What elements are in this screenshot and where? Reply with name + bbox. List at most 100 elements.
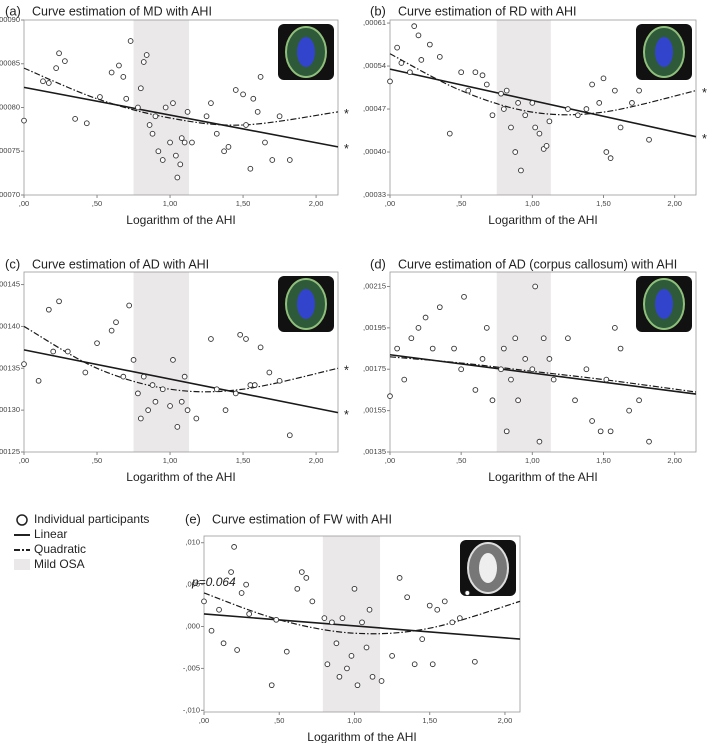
y-tick-label: ,00125 [0,447,20,456]
participant-point [120,373,127,380]
participant-point [508,124,514,131]
participant-point [94,340,100,347]
participant-point [394,345,400,352]
participant-point [189,139,195,146]
participant-point [404,594,410,601]
panel-label: (d) [370,256,386,271]
participant-point [329,619,335,626]
participant-point [243,581,249,588]
y-tick-label: ,00195 [363,323,386,332]
x-tick-label: 1,50 [236,199,251,208]
y-tick-label: ,010 [185,538,200,547]
panel: (e) Curve estimation of FW with AHI -,010 -… [183,511,521,743]
participant-point [612,87,618,94]
y-tick-label: ,00090 [0,15,20,24]
participant-point [123,95,130,102]
participant-point [324,661,331,668]
participant-point [503,87,510,94]
participant-point [167,403,173,409]
participant-point [472,387,479,393]
x-tick-label: 1,00 [163,456,178,465]
participant-point [603,149,610,155]
participant-point [303,575,310,581]
participant-point [232,87,239,93]
panel-title: Curve estimation of RD with AHI [398,4,577,18]
participant-point [472,658,478,665]
y-tick-label: ,00155 [363,406,386,415]
participant-point [607,428,614,435]
y-tick-label: ,000 [185,621,200,630]
participant-point [401,376,408,383]
participant-point [222,407,229,413]
participant-point [276,377,283,384]
participant-point [546,118,553,125]
participant-point [501,345,507,352]
participant-point [321,615,328,621]
participant-point [283,648,290,655]
participant-point [464,590,471,596]
participant-point [162,104,169,111]
participant-point [522,112,529,119]
quadratic-fit [389,53,697,116]
y-tick-label: ,00130 [0,405,20,414]
participant-point [286,157,293,163]
participant-point [629,100,635,106]
participant-point [159,157,166,163]
panel-label: (a) [5,3,21,18]
participant-point [536,438,543,445]
participant-point [472,69,479,76]
participant-point [489,397,496,404]
participant-point [159,386,166,393]
participant-point [565,106,571,112]
participant-point [465,87,472,94]
mild-osa-band [133,272,190,452]
participant-point [173,152,179,159]
participant-point [508,376,514,383]
participant-point [529,100,536,106]
x-tick-label: 1,00 [163,199,178,208]
participant-point [589,81,595,88]
quadratic-fit [203,592,521,635]
participant-point [178,135,185,141]
mild-osa-band [496,272,551,452]
participant-point [152,398,159,405]
participant-point [422,314,429,321]
participant-point [387,393,393,399]
participant-point [369,673,376,680]
participant-point [583,366,590,373]
participant-point [344,665,350,672]
linear-fit [23,349,339,414]
y-tick-label: ,00145 [0,280,20,289]
panel: (a) Curve estimation of MD with AHI ,00070… [0,3,349,227]
participant-point [62,58,68,64]
participant-point [612,325,618,331]
participant-point [208,336,214,342]
participant-point [126,302,133,309]
participant-point [636,87,642,94]
brain-image-core [655,37,673,67]
participant-point [273,616,280,623]
x-tick-label: 1,00 [347,716,362,725]
participant-point [45,80,52,86]
participant-point [254,109,261,115]
participant-point [646,438,652,445]
participant-point [257,344,264,351]
participant-point [82,369,89,376]
participant-point [298,569,305,575]
participant-point [40,78,46,85]
significance-mark: * [344,364,349,378]
participant-point [550,376,557,383]
panel: (d) Curve estimation of AD (corpus callos… [363,256,697,484]
participant-point [56,298,62,305]
participant-point [607,155,614,162]
x-tick-label: 1,50 [596,456,611,465]
legend-label: Mild OSA [34,557,85,571]
participant-point [348,652,355,659]
participant-point [479,356,486,362]
participant-point [522,356,529,362]
participant-point [181,373,188,380]
participant-point [181,139,188,146]
significance-mark: * [344,408,349,422]
panel-label: (e) [185,511,201,526]
x-tick-label: 2,00 [309,199,324,208]
